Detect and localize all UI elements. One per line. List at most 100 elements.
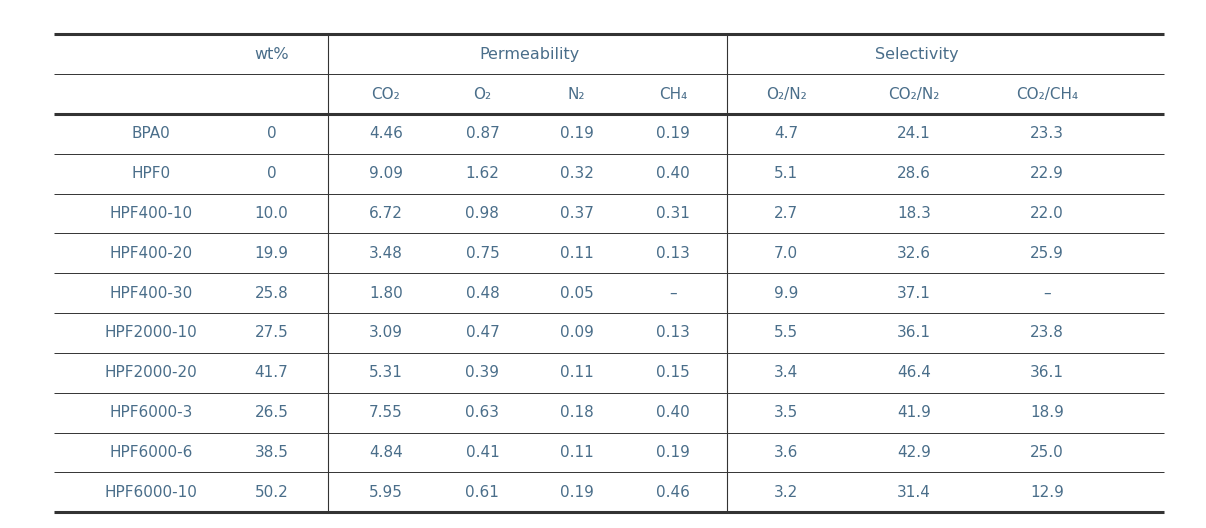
Text: 0.48: 0.48 — [466, 286, 499, 300]
Text: 0.75: 0.75 — [466, 246, 499, 261]
Text: 0.11: 0.11 — [560, 445, 593, 460]
Text: BPA0: BPA0 — [131, 126, 170, 142]
Text: 42.9: 42.9 — [897, 445, 931, 460]
Text: 22.9: 22.9 — [1030, 166, 1064, 181]
Text: N₂: N₂ — [568, 87, 585, 101]
Text: HPF400-30: HPF400-30 — [109, 286, 193, 300]
Text: 0.63: 0.63 — [466, 405, 499, 420]
Text: HPF400-20: HPF400-20 — [110, 246, 192, 261]
Text: 5.5: 5.5 — [774, 325, 798, 341]
Text: CO₂: CO₂ — [371, 87, 400, 101]
Text: 25.9: 25.9 — [1030, 246, 1064, 261]
Text: 22.0: 22.0 — [1030, 206, 1064, 221]
Text: HPF6000-3: HPF6000-3 — [109, 405, 193, 420]
Text: 0: 0 — [267, 126, 276, 142]
Text: 2.7: 2.7 — [774, 206, 798, 221]
Text: 24.1: 24.1 — [897, 126, 931, 142]
Text: 0.18: 0.18 — [560, 405, 593, 420]
Text: 50.2: 50.2 — [254, 485, 288, 499]
Text: 3.4: 3.4 — [774, 365, 798, 380]
Text: 0.09: 0.09 — [560, 325, 593, 341]
Text: Permeability: Permeability — [479, 47, 580, 62]
Text: 5.95: 5.95 — [369, 485, 403, 499]
Text: 0.13: 0.13 — [656, 246, 690, 261]
Text: 7.0: 7.0 — [774, 246, 798, 261]
Text: 5.1: 5.1 — [774, 166, 798, 181]
Text: 0.46: 0.46 — [656, 485, 690, 499]
Text: 0.19: 0.19 — [560, 126, 593, 142]
Text: 36.1: 36.1 — [897, 325, 931, 341]
Text: 31.4: 31.4 — [897, 485, 931, 499]
Text: HPF6000-6: HPF6000-6 — [109, 445, 193, 460]
Text: 0.61: 0.61 — [466, 485, 499, 499]
Text: 38.5: 38.5 — [254, 445, 288, 460]
Text: 36.1: 36.1 — [1030, 365, 1064, 380]
Text: 27.5: 27.5 — [254, 325, 288, 341]
Text: 6.72: 6.72 — [369, 206, 403, 221]
Text: 28.6: 28.6 — [897, 166, 931, 181]
Text: 0.13: 0.13 — [656, 325, 690, 341]
Text: 0.19: 0.19 — [560, 485, 593, 499]
Text: 26.5: 26.5 — [254, 405, 288, 420]
Text: 0.31: 0.31 — [656, 206, 690, 221]
Text: 23.8: 23.8 — [1030, 325, 1064, 341]
Text: 3.09: 3.09 — [369, 325, 403, 341]
Text: 41.9: 41.9 — [897, 405, 931, 420]
Text: 0.19: 0.19 — [656, 126, 690, 142]
Text: 0.87: 0.87 — [466, 126, 499, 142]
Text: 0.37: 0.37 — [560, 206, 593, 221]
Text: 0.47: 0.47 — [466, 325, 499, 341]
Text: 3.48: 3.48 — [369, 246, 403, 261]
Text: 1.80: 1.80 — [369, 286, 403, 300]
Text: HPF0: HPF0 — [131, 166, 170, 181]
Text: 3.5: 3.5 — [774, 405, 798, 420]
Text: 4.7: 4.7 — [774, 126, 798, 142]
Text: O₂: O₂ — [473, 87, 492, 101]
Text: 23.3: 23.3 — [1030, 126, 1064, 142]
Text: 5.31: 5.31 — [369, 365, 403, 380]
Text: Selectivity: Selectivity — [874, 47, 959, 62]
Text: CO₂/CH₄: CO₂/CH₄ — [1015, 87, 1078, 101]
Text: 4.84: 4.84 — [369, 445, 403, 460]
Text: 0.19: 0.19 — [656, 445, 690, 460]
Text: wt%: wt% — [254, 47, 288, 62]
Text: 0.15: 0.15 — [656, 365, 690, 380]
Text: 3.6: 3.6 — [774, 445, 798, 460]
Text: 0.98: 0.98 — [466, 206, 499, 221]
Text: 0.32: 0.32 — [560, 166, 593, 181]
Text: 0.39: 0.39 — [466, 365, 499, 380]
Text: 0.05: 0.05 — [560, 286, 593, 300]
Text: 25.8: 25.8 — [254, 286, 288, 300]
Text: 0: 0 — [267, 166, 276, 181]
Text: HPF400-10: HPF400-10 — [110, 206, 192, 221]
Text: 7.55: 7.55 — [369, 405, 403, 420]
Text: 9.9: 9.9 — [774, 286, 798, 300]
Text: 4.46: 4.46 — [369, 126, 403, 142]
Text: 25.0: 25.0 — [1030, 445, 1064, 460]
Text: 1.62: 1.62 — [466, 166, 499, 181]
Text: 32.6: 32.6 — [897, 246, 931, 261]
Text: 18.3: 18.3 — [897, 206, 931, 221]
Text: HPF2000-10: HPF2000-10 — [105, 325, 197, 341]
Text: 0.40: 0.40 — [656, 405, 690, 420]
Text: 3.2: 3.2 — [774, 485, 798, 499]
Text: 10.0: 10.0 — [254, 206, 288, 221]
Text: CH₄: CH₄ — [658, 87, 687, 101]
Text: –: – — [669, 286, 677, 300]
Text: 0.11: 0.11 — [560, 246, 593, 261]
Text: 19.9: 19.9 — [254, 246, 288, 261]
Text: O₂/N₂: O₂/N₂ — [766, 87, 807, 101]
Text: 46.4: 46.4 — [897, 365, 931, 380]
Text: 9.09: 9.09 — [369, 166, 403, 181]
Text: 0.40: 0.40 — [656, 166, 690, 181]
Text: –: – — [1043, 286, 1050, 300]
Text: HPF6000-10: HPF6000-10 — [104, 485, 198, 499]
Text: 0.41: 0.41 — [466, 445, 499, 460]
Text: CO₂/N₂: CO₂/N₂ — [889, 87, 939, 101]
Text: 12.9: 12.9 — [1030, 485, 1064, 499]
Text: 0.11: 0.11 — [560, 365, 593, 380]
Text: 41.7: 41.7 — [254, 365, 288, 380]
Text: HPF2000-20: HPF2000-20 — [105, 365, 197, 380]
Text: 37.1: 37.1 — [897, 286, 931, 300]
Text: 18.9: 18.9 — [1030, 405, 1064, 420]
